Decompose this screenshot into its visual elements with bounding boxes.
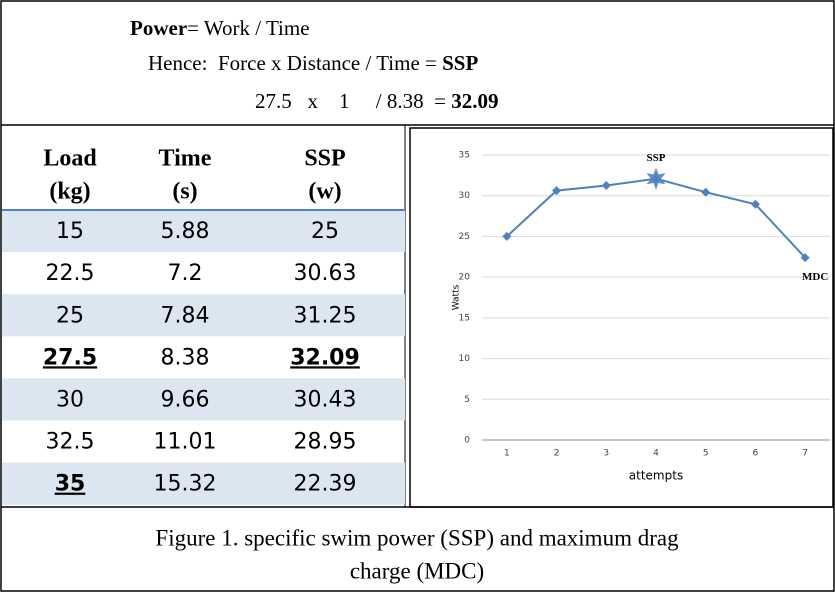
- table-cell: 32.09: [290, 345, 360, 370]
- table-cell: 15: [56, 219, 84, 244]
- y-tick-label: 30: [459, 191, 471, 201]
- x-tick-label: 6: [753, 449, 759, 459]
- row-shade: [2, 378, 405, 421]
- y-tick-label: 20: [459, 273, 471, 283]
- formula-emphasis: SSP: [442, 51, 478, 75]
- row-shade: [2, 294, 405, 337]
- formula-emphasis: 32.09: [451, 89, 498, 113]
- table-cell: 30: [56, 387, 84, 412]
- formula-line: 27.5 x 1 / 8.38 = 32.09: [255, 89, 498, 113]
- caption-line: charge (MDC): [350, 558, 484, 583]
- x-axis-label: attempts: [629, 469, 683, 483]
- table-cell: 32.5: [46, 430, 95, 455]
- caption-line: Figure 1. specific swim power (SSP) and …: [155, 525, 679, 550]
- table-cell: 25: [56, 303, 84, 328]
- data-point: [800, 253, 810, 263]
- table-cell: 7.84: [161, 303, 210, 328]
- table-cell: 25: [311, 219, 339, 244]
- x-tick-label: 7: [802, 449, 808, 459]
- table-cell: 22.5: [46, 261, 95, 286]
- y-tick-label: 35: [459, 151, 470, 161]
- formula-text: 27.5 x 1 / 8.38 =: [255, 89, 451, 113]
- data-point: [750, 199, 760, 209]
- x-tick-label: 4: [653, 449, 659, 459]
- table-cell: 35: [55, 472, 86, 497]
- y-axis-label: Watts: [452, 284, 462, 310]
- column-header: SSP: [304, 146, 345, 172]
- table-cell: 15.32: [154, 472, 217, 497]
- formula-line: Power= Work / Time: [130, 16, 310, 40]
- annotation: SSP: [647, 152, 666, 164]
- table-cell: 27.5: [43, 345, 97, 370]
- table-cell: 9.66: [161, 387, 210, 412]
- row-shade: [2, 210, 405, 253]
- table-cell: 22.39: [294, 472, 357, 497]
- table-cell: 30.43: [294, 387, 357, 412]
- column-header: Load: [43, 146, 97, 172]
- column-header: (kg): [49, 179, 90, 205]
- column-header: Time: [159, 146, 212, 172]
- x-tick-label: 1: [504, 449, 510, 459]
- annotation: MDC: [802, 271, 828, 283]
- data-point: [552, 186, 562, 196]
- x-tick-label: 3: [603, 449, 609, 459]
- y-tick-label: 10: [459, 354, 471, 364]
- data-point: [502, 231, 512, 241]
- formula-text: Hence: Force x Distance / Time =: [148, 51, 442, 75]
- x-tick-label: 5: [703, 449, 709, 459]
- y-tick-label: 25: [459, 232, 470, 242]
- formula-text: = Work / Time: [187, 16, 309, 40]
- x-tick-label: 2: [554, 449, 560, 459]
- row-shade: [2, 462, 405, 505]
- table-cell: 31.25: [294, 303, 357, 328]
- table-cell: 8.38: [161, 345, 210, 370]
- y-tick-label: 15: [459, 313, 470, 323]
- data-point: [601, 181, 611, 191]
- formula-emphasis: Power: [130, 16, 187, 40]
- column-header: (w): [308, 179, 341, 205]
- y-tick-label: 0: [464, 436, 470, 446]
- table-cell: 28.95: [294, 430, 357, 455]
- table-cell: 11.01: [154, 430, 217, 455]
- column-header: (s): [172, 179, 197, 205]
- data-point: [701, 187, 711, 197]
- table-cell: 7.2: [168, 261, 203, 286]
- table-cell: 30.63: [294, 261, 357, 286]
- y-tick-label: 5: [464, 395, 470, 405]
- formula-line: Hence: Force x Distance / Time = SSP: [148, 51, 478, 75]
- highlight-star: [646, 167, 666, 190]
- table-cell: 5.88: [161, 219, 210, 244]
